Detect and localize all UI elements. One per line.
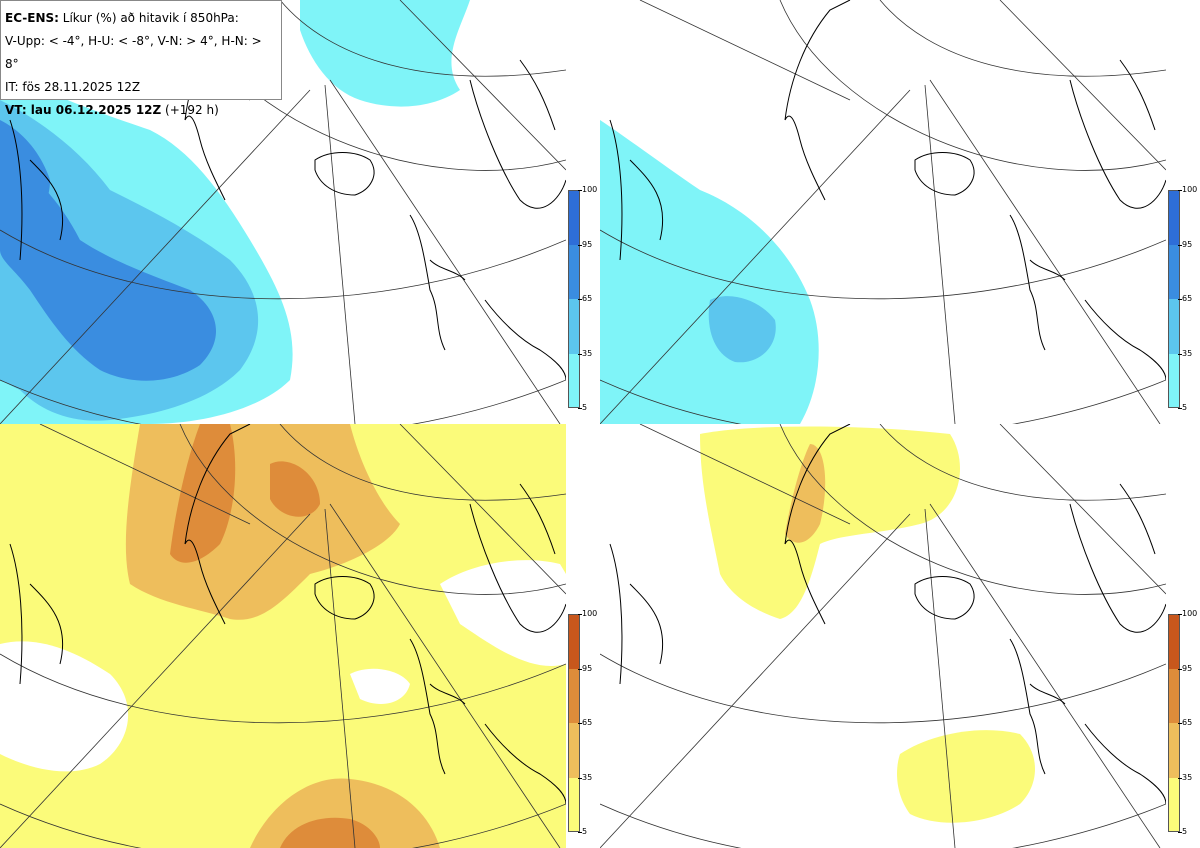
colorbar-top-right: 100 95 65 35 5 <box>1168 185 1197 412</box>
colorbar-segment <box>1168 614 1180 669</box>
valid-time-bold: VT: lau 06.12.2025 12Z <box>5 103 162 117</box>
colorbar-tick-label: 5 <box>582 403 588 412</box>
colorbar-tick-label: 35 <box>582 772 593 782</box>
prob-area-5-south <box>897 730 1035 823</box>
prob-area-65 <box>170 424 236 563</box>
colorbar-segment <box>568 777 580 832</box>
prob-area-5-north <box>300 0 470 107</box>
prob-area-65 <box>0 150 217 381</box>
prob-area-35 <box>708 296 776 363</box>
colorbar-segment <box>1168 668 1180 723</box>
prob-area-65-nw <box>0 120 50 240</box>
prob-area-5 <box>600 120 819 424</box>
map-bottom-right <box>600 424 1166 848</box>
map-panel-top-right <box>600 0 1166 424</box>
valid-time-rest: (+192 h) <box>165 103 219 117</box>
colorbar-tick-label: 95 <box>582 239 593 249</box>
title-box: EC-ENS: Líkur (%) að hitavik í 850hPa: V… <box>0 0 282 117</box>
colorbar-tick-label: 35 <box>1182 348 1193 358</box>
colorbar-top-left: 100 95 65 35 5 <box>568 185 597 412</box>
title-rest: Líkur (%) að hitavik í 850hPa: <box>62 11 239 25</box>
colorbar-tick-label: 65 <box>582 294 593 303</box>
colorbar-segment <box>568 244 580 299</box>
colorbar-segment <box>568 668 580 723</box>
colorbar-segment <box>1168 723 1180 778</box>
colorbar-segment <box>568 299 580 354</box>
colorbar-tick-label: 65 <box>582 718 593 727</box>
colorbar-tick-label: 65 <box>1182 718 1193 727</box>
colorbar-segment <box>1168 777 1180 832</box>
prob-area-65-south <box>280 817 380 848</box>
colorbar-tick-label: 100 <box>1182 609 1198 618</box>
map-panel-top-left: EC-ENS: Líkur (%) að hitavik í 850hPa: V… <box>0 0 566 424</box>
colorbar-tick-label: 5 <box>582 827 588 836</box>
colorbar-tick-label: 100 <box>1182 185 1198 194</box>
colorbar-tick-label: 95 <box>1182 239 1193 249</box>
map-top-left <box>0 0 566 424</box>
map-panel-bottom-left <box>0 424 566 848</box>
prob-area-65-b <box>270 461 320 517</box>
thresholds-line: V-Upp: < -4°, H-U: < -8°, V-N: > 4°, H-N… <box>5 34 262 71</box>
colorbar-segment <box>568 614 580 669</box>
colorbar-tick-label: 65 <box>1182 294 1193 303</box>
colorbar-segment <box>1168 299 1180 354</box>
colorbar-bottom-right: 100 95 65 35 5 <box>1168 609 1197 836</box>
title-bold: EC-ENS: <box>5 11 59 25</box>
colorbar-tick-label: 5 <box>1182 827 1188 836</box>
colorbar-segment <box>1168 244 1180 299</box>
colorbar-tick-label: 95 <box>1182 663 1193 673</box>
colorbar-segment <box>1168 353 1180 408</box>
map-panel-bottom-right <box>600 424 1166 848</box>
colorbar-tick-label: 35 <box>582 348 593 358</box>
white-area-mid <box>350 668 410 704</box>
colorbar-tick-label: 100 <box>582 185 598 194</box>
init-time: IT: fös 28.11.2025 12Z <box>5 80 141 94</box>
prob-area-5 <box>700 426 960 619</box>
prob-area-35 <box>785 444 826 543</box>
colorbar-tick-label: 95 <box>582 663 593 673</box>
colorbar-bottom-left: 100 95 65 35 5 <box>568 609 597 836</box>
colorbar-tick-label: 35 <box>1182 772 1193 782</box>
colorbar-segment <box>1168 190 1180 245</box>
colorbar-tick-label: 5 <box>1182 403 1188 412</box>
white-area-west <box>0 641 129 772</box>
map-top-right <box>600 0 1166 424</box>
colorbar-segment <box>568 723 580 778</box>
colorbar-segment <box>568 190 580 245</box>
colorbar-tick-label: 100 <box>582 609 598 618</box>
white-area-east <box>440 560 566 666</box>
colorbar-segment <box>568 353 580 408</box>
map-bottom-left <box>0 424 566 848</box>
